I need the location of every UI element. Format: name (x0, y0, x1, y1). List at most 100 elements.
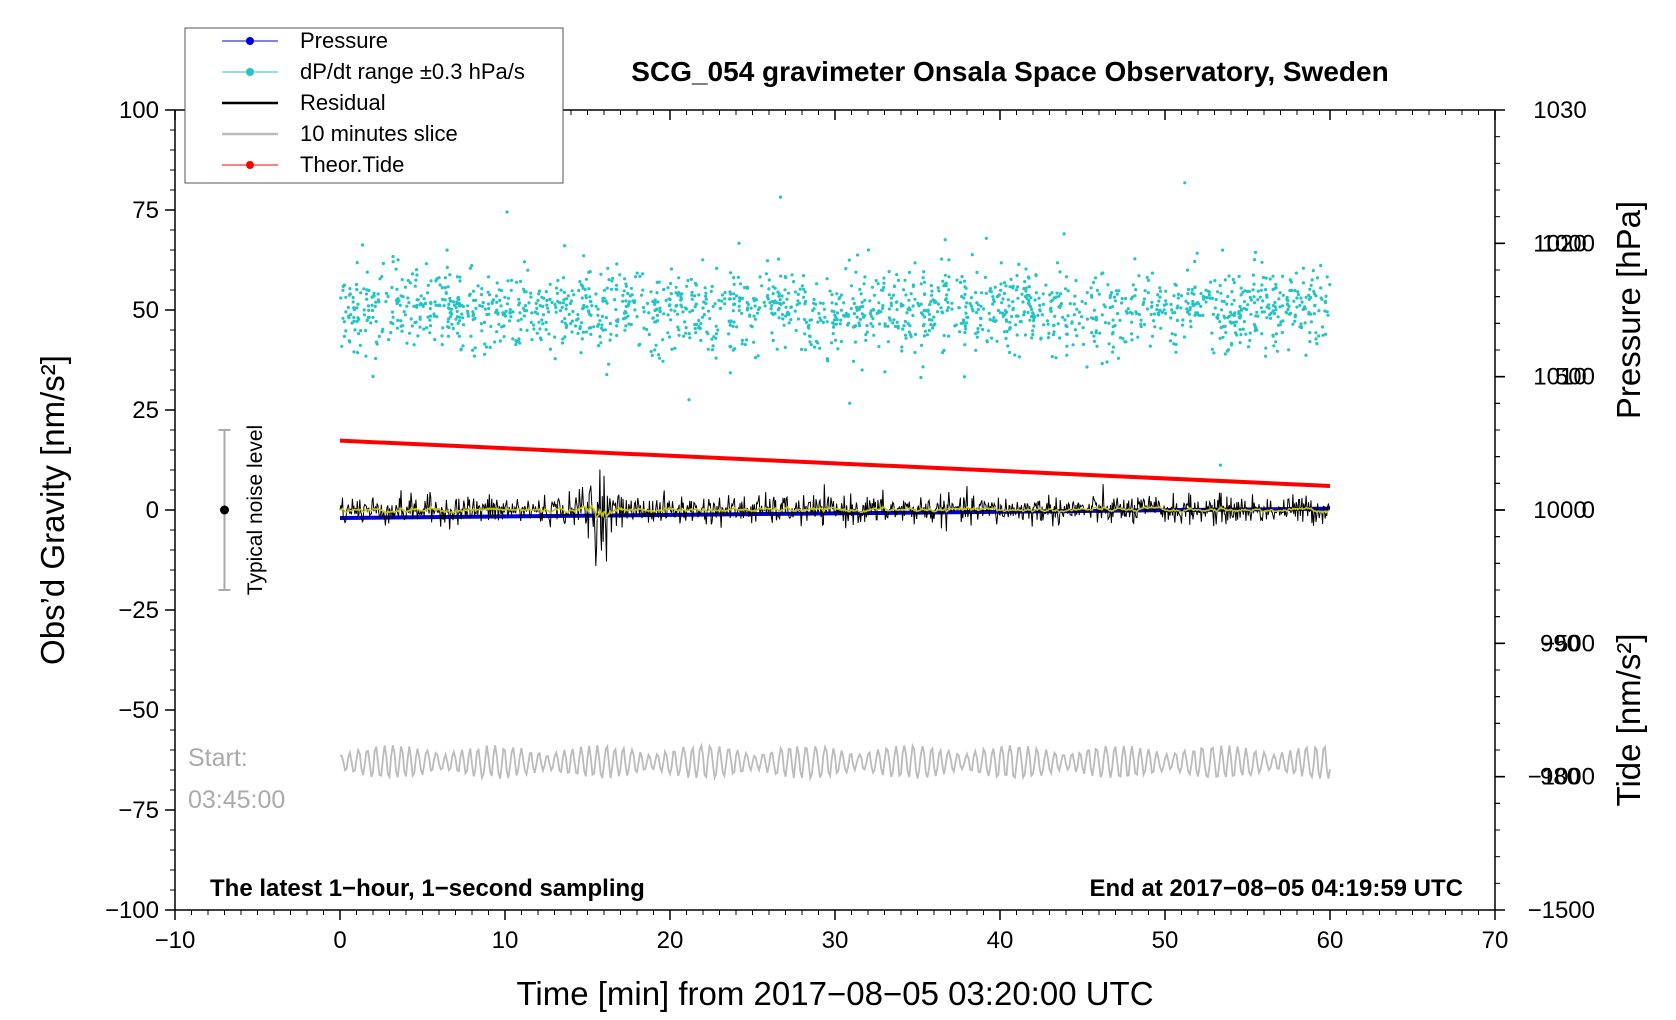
dpdt-point (919, 302, 923, 306)
dpdt-point (669, 318, 673, 322)
dpdt-point (446, 320, 450, 324)
dpdt-point (1264, 346, 1268, 350)
dpdt-point (412, 343, 416, 347)
dpdt-point (933, 300, 937, 304)
dpdt-point (960, 275, 964, 279)
dpdt-point (424, 262, 428, 266)
dpdt-point (1052, 324, 1056, 328)
dpdt-point (728, 297, 732, 301)
x-tick-label: 10 (492, 927, 519, 954)
dpdt-point (1081, 342, 1086, 346)
dpdt-point (908, 324, 912, 328)
dpdt-point (569, 322, 573, 326)
dpdt-point (518, 279, 523, 283)
dpdt-point (710, 284, 714, 288)
dpdt-point (714, 324, 718, 328)
dpdt-point (1296, 292, 1300, 297)
dpdt-point (1228, 310, 1232, 314)
dpdt-point (1258, 295, 1262, 299)
dpdt-point (860, 300, 864, 304)
dpdt-point (1244, 332, 1248, 336)
dpdt-point (858, 287, 862, 291)
dpdt-point (969, 296, 974, 300)
dpdt-point (857, 324, 862, 328)
dpdt-point (456, 295, 460, 300)
dpdt-point (540, 318, 544, 322)
x-tick-label: 0 (333, 927, 346, 954)
dpdt-point (846, 313, 851, 317)
dpdt-point (669, 267, 674, 271)
dpdt-point (869, 322, 873, 326)
dpdt-point (865, 330, 869, 334)
dpdt-point (522, 314, 526, 318)
dpdt-point (839, 318, 843, 322)
dpdt-point (993, 319, 997, 323)
dpdt-point (626, 291, 630, 296)
dpdt-point (714, 332, 719, 336)
legend-marker-0 (246, 37, 254, 45)
dpdt-point (1102, 303, 1106, 307)
dpdt-point (1024, 267, 1028, 271)
dpdt-point (1004, 336, 1008, 341)
dpdt-point (364, 329, 368, 333)
dpdt-point (1011, 300, 1015, 304)
dpdt-point (1232, 320, 1236, 325)
dpdt-point (1158, 308, 1162, 312)
tide-tick-label: 0 (1582, 497, 1595, 524)
dpdt-point (1090, 331, 1094, 335)
dpdt-point (1130, 320, 1134, 324)
dpdt-point (701, 258, 705, 262)
dpdt-point (1016, 285, 1020, 289)
dpdt-point (1032, 319, 1036, 323)
dpdt-point (1006, 344, 1010, 348)
dpdt-point (694, 283, 699, 287)
dpdt-point (1211, 312, 1215, 316)
dpdt-point (818, 346, 822, 350)
dpdt-point (566, 294, 571, 298)
dpdt-point (1187, 312, 1191, 316)
dpdt-point (583, 287, 587, 292)
dpdt-point (979, 317, 983, 321)
dpdt-point (1199, 304, 1203, 308)
dpdt-point (718, 307, 722, 311)
dpdt-point (605, 286, 609, 290)
dpdt-point (780, 294, 784, 298)
dpdt-point (1106, 283, 1110, 287)
dpdt-point (700, 315, 705, 319)
dpdt-point (987, 311, 991, 315)
dpdt-point (1080, 299, 1084, 304)
dpdt-point (936, 302, 941, 306)
dpdt-point (594, 292, 598, 296)
dpdt-point (941, 279, 945, 283)
dpdt-point (1094, 317, 1098, 321)
dpdt-point (684, 331, 688, 335)
dpdt-point (347, 293, 351, 297)
dpdt-point (357, 332, 361, 336)
dpdt-point (1273, 300, 1277, 305)
dpdt-point (796, 299, 800, 303)
dpdt-point (825, 320, 829, 324)
dpdt-point (484, 345, 489, 349)
dpdt-point (736, 275, 741, 279)
dpdt-point (1251, 288, 1255, 292)
dpdt-point (720, 299, 724, 303)
dpdt-point (483, 307, 487, 311)
dpdt-point (444, 291, 448, 295)
bottom-left-note: The latest 1−hour, 1−second sampling (210, 875, 645, 902)
dpdt-point (876, 282, 880, 286)
dpdt-point (688, 336, 692, 340)
dpdt-point (655, 313, 660, 317)
dpdt-point (1137, 312, 1141, 317)
dpdt-point (799, 347, 804, 351)
dpdt-point (1242, 320, 1246, 324)
dpdt-point (656, 353, 661, 357)
dpdt-point (466, 314, 470, 318)
dpdt-point (1232, 281, 1236, 285)
dpdt-point (947, 258, 951, 262)
dpdt-point (1278, 291, 1282, 295)
dpdt-point (641, 306, 646, 310)
dpdt-point (1118, 336, 1123, 340)
dpdt-point (525, 328, 529, 332)
dpdt-point (1190, 288, 1194, 292)
dpdt-point (1260, 260, 1264, 264)
